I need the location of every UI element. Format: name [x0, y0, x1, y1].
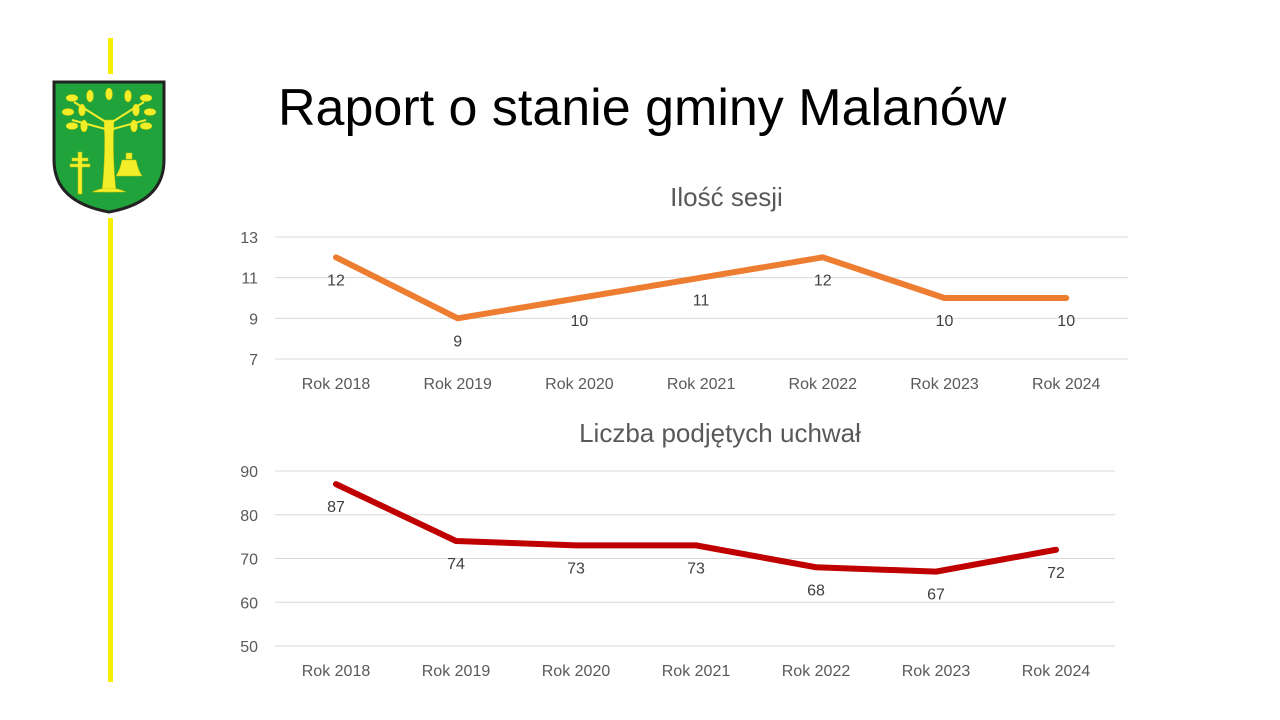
- chart-2-x-tick: Rok 2022: [782, 663, 851, 680]
- chart-2-data-label: 87: [327, 499, 345, 516]
- chart-1-data-label: 9: [453, 333, 462, 350]
- chart-1-x-tick: Rok 2023: [910, 376, 979, 393]
- chart-1-y-tick: 7: [249, 352, 258, 369]
- chart-1-data-label: 10: [1057, 313, 1075, 330]
- chart-2-y-tick: 70: [240, 552, 258, 569]
- chart-2-x-tick: Rok 2018: [302, 663, 371, 680]
- chart-1-x-tick: Rok 2021: [667, 376, 736, 393]
- chart-2-x-tick: Rok 2021: [662, 663, 731, 680]
- chart-1-y-tick: 11: [241, 271, 258, 288]
- chart-2-title: Liczba podjętych uchwał: [579, 418, 861, 448]
- chart-2-data-label: 67: [927, 587, 945, 604]
- chart-1-y-tick: 13: [240, 230, 258, 247]
- chart-2-data-label: 73: [687, 560, 705, 577]
- chart-1-data-label: 12: [327, 272, 345, 289]
- chart-1-x-tick: Rok 2024: [1032, 376, 1101, 393]
- chart-1-data-label: 11: [693, 293, 710, 310]
- chart-2-x-tick: Rok 2020: [542, 663, 611, 680]
- chart-1-data-label: 10: [936, 313, 954, 330]
- chart-2-y-tick: 60: [240, 595, 258, 612]
- chart-2-x-tick: Rok 2019: [422, 663, 491, 680]
- chart-1-x-tick: Rok 2018: [302, 376, 371, 393]
- chart-2-x-tick: Rok 2024: [1022, 663, 1091, 680]
- chart-1-x-tick: Rok 2022: [789, 376, 858, 393]
- chart-1-data-label: 12: [814, 272, 832, 289]
- chart-1-y-tick: 9: [249, 311, 258, 328]
- chart-2-x-tick: Rok 2023: [902, 663, 971, 680]
- chart-2-data-label: 74: [447, 556, 465, 573]
- chart-2-y-tick: 80: [240, 508, 258, 525]
- chart-1-data-label: 10: [571, 313, 589, 330]
- chart-1-x-tick: Rok 2019: [423, 376, 492, 393]
- chart-2-data-label: 72: [1047, 565, 1065, 582]
- chart-2-data-label: 68: [807, 582, 825, 599]
- decorative-yellow-line-top: [108, 38, 113, 74]
- coat-of-arms-logo: [52, 80, 166, 214]
- chart-1-x-tick: Rok 2020: [545, 376, 614, 393]
- decorative-yellow-line-bottom: [108, 218, 113, 682]
- chart-2-y-tick: 90: [240, 464, 258, 481]
- slide-title: Raport o stanie gminy Malanów: [278, 79, 1007, 137]
- chart-2-y-tick: 50: [240, 639, 258, 656]
- chart-2-data-label: 73: [567, 560, 585, 577]
- chart-1-title: Ilość sesji: [670, 182, 783, 212]
